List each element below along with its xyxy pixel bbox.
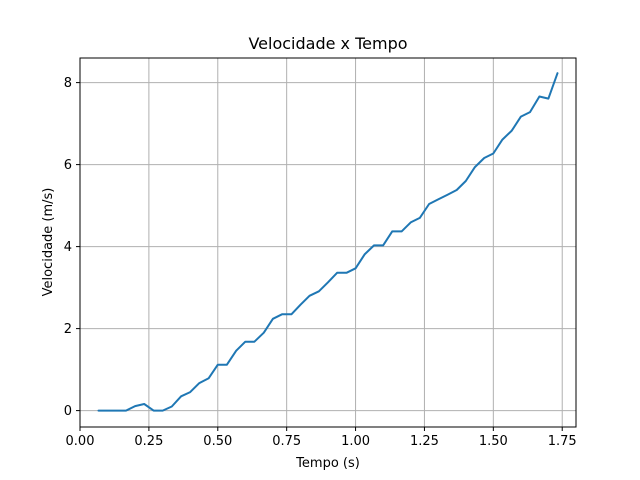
x-tick-label: 0.00	[66, 434, 95, 449]
plot-frame	[79, 57, 577, 428]
y-axis-ticks: 0 2 4 6 8	[64, 76, 80, 419]
x-tick-label: 1.75	[548, 434, 577, 449]
y-tick-label: 2	[64, 322, 72, 337]
x-axis-ticks: 0.00 0.25 0.50 0.75 1.00 1.25 1.50 1.75	[66, 427, 577, 449]
x-axis-label: Tempo (s)	[295, 456, 360, 471]
y-tick-label: 4	[64, 240, 72, 255]
plot-background	[80, 58, 576, 427]
x-tick-label: 1.00	[341, 434, 370, 449]
data-series	[97, 72, 559, 412]
y-tick-label: 8	[64, 76, 72, 91]
y-tick-label: 6	[64, 158, 72, 173]
y-axis-label: Velocidade (m/s)	[41, 188, 56, 297]
x-tick-label: 1.50	[479, 434, 508, 449]
x-tick-label: 0.50	[203, 434, 232, 449]
grid	[79, 58, 576, 427]
y-tick-label: 0	[64, 404, 72, 419]
x-tick-label: 1.25	[410, 434, 439, 449]
x-tick-label: 0.25	[134, 434, 163, 449]
series-line	[97, 72, 559, 412]
x-tick-label: 0.75	[272, 434, 301, 449]
chart-title: Velocidade x Tempo	[248, 34, 407, 53]
